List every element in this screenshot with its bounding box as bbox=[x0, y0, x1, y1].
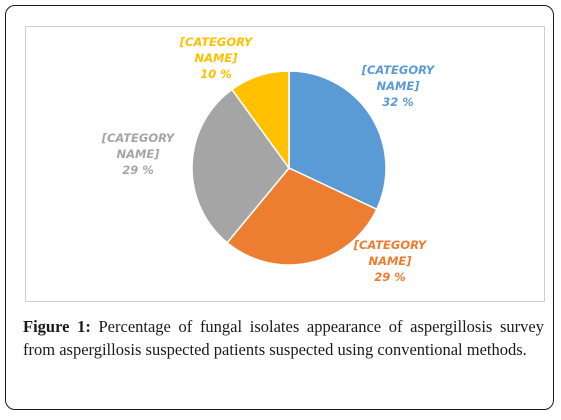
caption-label: Figure 1: bbox=[23, 317, 91, 336]
caption-text: Percentage of fungal isolates appearance… bbox=[23, 317, 544, 359]
pie-slice-1 bbox=[288, 70, 387, 211]
pie-chart: [CATEGORY NAME] 32 % [CATEGORY NAME] 29 % [CAT… bbox=[101, 35, 436, 284]
figure-frame: [CATEGORY NAME] 32 % [CATEGORY NAME] 29 % [CAT… bbox=[5, 5, 554, 410]
slice-label-4: [CATEGORY NAME] 10 % bbox=[179, 35, 254, 81]
pie-slice-3 bbox=[191, 88, 290, 244]
pie-slice-2 bbox=[226, 167, 378, 266]
slice-label-2: [CATEGORY NAME] 29 % bbox=[353, 238, 428, 284]
slice-label-3: [CATEGORY NAME] 29 % bbox=[101, 131, 176, 177]
figure-caption: Figure 1: Percentage of fungal isolates … bbox=[23, 315, 544, 361]
chart-area: [CATEGORY NAME] 32 % [CATEGORY NAME] 29 % [CAT… bbox=[25, 26, 545, 302]
slice-label-1: [CATEGORY NAME] 32 % bbox=[361, 63, 436, 109]
pie-slice-4 bbox=[230, 70, 290, 171]
